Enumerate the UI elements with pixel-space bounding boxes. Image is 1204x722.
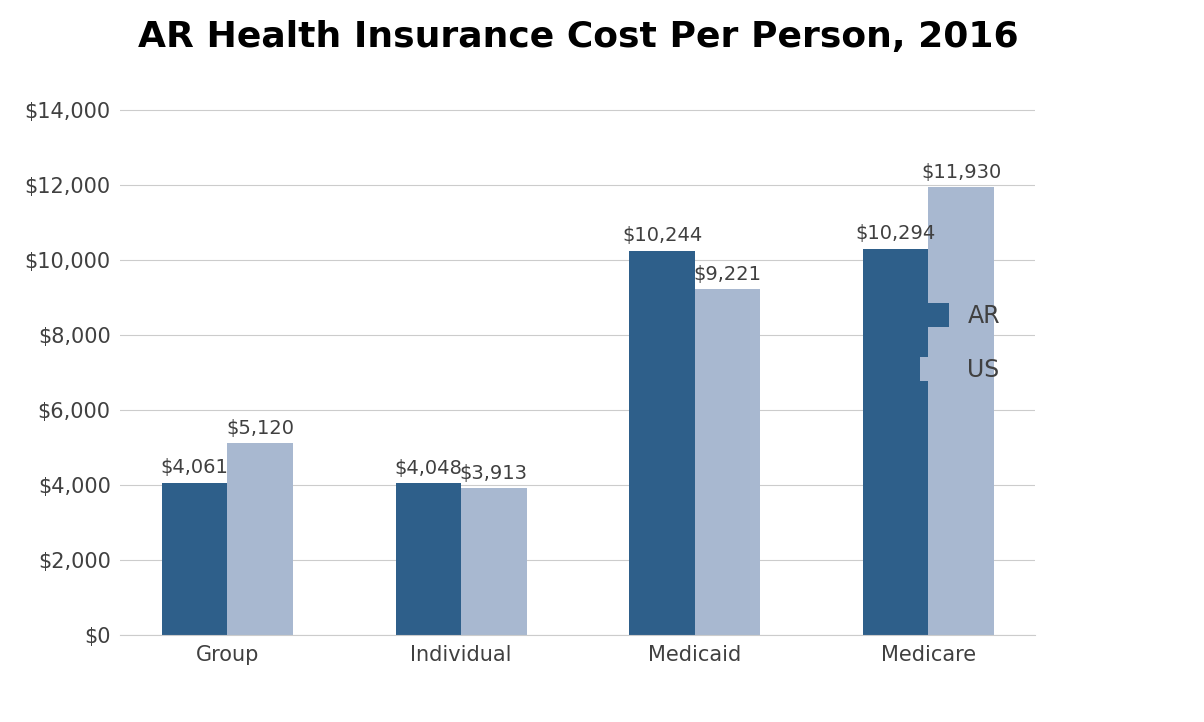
Text: $5,120: $5,120 [226, 419, 294, 438]
Text: $9,221: $9,221 [694, 264, 761, 284]
Bar [228, 443, 293, 635]
Text: $10,244: $10,244 [622, 226, 702, 245]
Text: $4,048: $4,048 [395, 458, 462, 478]
Text: $11,930: $11,930 [921, 163, 1002, 182]
Bar [863, 249, 928, 635]
Bar [396, 484, 461, 635]
Bar [695, 290, 760, 635]
Bar [928, 188, 993, 635]
Bar [163, 483, 228, 635]
Text: $10,294: $10,294 [856, 225, 936, 243]
Text: $3,913: $3,913 [460, 464, 527, 483]
Bar [461, 489, 526, 635]
Text: $4,061: $4,061 [161, 458, 229, 477]
Bar [630, 251, 695, 635]
Title: AR Health Insurance Cost Per Person, 2016: AR Health Insurance Cost Per Person, 201… [137, 20, 1019, 54]
Legend: AR, US: AR, US [897, 279, 1023, 405]
